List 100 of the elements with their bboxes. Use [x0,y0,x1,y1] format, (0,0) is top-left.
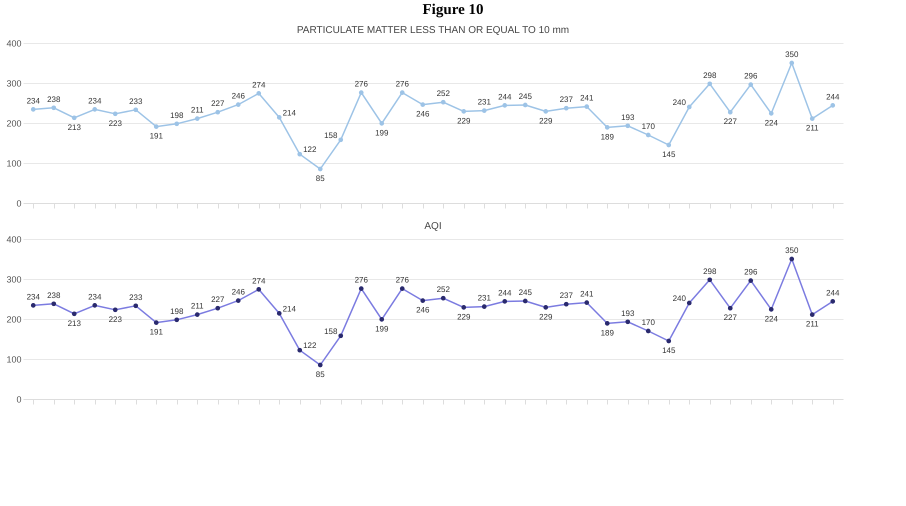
data-label: 298 [703,266,717,276]
data-label: 274 [252,276,266,286]
point [789,60,794,66]
data-label: 241 [580,94,594,103]
y-tick-label: 0 [16,394,22,404]
data-label: 198 [170,110,184,120]
point [174,121,180,126]
data-label: 244 [826,288,840,298]
data-label: 229 [457,312,471,322]
data-label: 234 [88,96,102,106]
data-label: 252 [436,89,450,98]
point [502,103,508,108]
data-label: 145 [662,150,676,159]
data-label: 193 [621,112,635,122]
data-label: 158 [324,130,338,140]
point [379,121,384,126]
point [358,90,364,95]
data-label: 237 [560,95,574,104]
data-label: 191 [150,132,164,141]
point [686,104,692,110]
data-label: 198 [170,306,184,316]
data-label: 274 [252,80,266,90]
data-label: 211 [806,320,820,329]
data-label: 193 [621,308,635,318]
data-label: 246 [416,306,430,315]
data-label: 227 [724,117,738,126]
point [215,110,220,115]
point [338,137,344,142]
y-tick-label: 200 [6,118,22,128]
data-label: 276 [354,276,368,285]
data-label: 240 [672,294,686,303]
point [625,123,630,128]
data-label: 234 [26,96,40,106]
data-label: 252 [436,285,450,294]
point [810,116,815,121]
data-label: 199 [375,324,389,334]
point [420,102,426,107]
y-tick-label: 200 [6,314,22,324]
point [297,152,302,157]
point [51,105,56,110]
data-label: 145 [662,346,676,355]
point [236,102,241,107]
data-label: 227 [211,295,225,304]
data-label: 246 [232,92,246,101]
data-label: 296 [744,268,758,277]
point [748,82,754,87]
y-tick-label: 100 [6,158,22,168]
data-label: 234 [88,292,102,302]
point [522,102,528,108]
data-label: 241 [580,290,594,299]
data-label: 170 [642,318,656,327]
data-label: 234 [26,292,40,302]
y-tick-label: 300 [6,274,22,284]
data-label: 244 [498,288,512,298]
chart-title: PARTICULATE MATTER LESS THAN OR EQUAL TO 10 mm [296,25,570,36]
data-label: 214 [282,304,296,314]
point [768,111,774,116]
point [604,125,610,130]
data-label: 229 [457,116,471,126]
point [72,115,77,120]
point [92,107,98,112]
data-label: 227 [724,313,738,322]
data-label: 245 [518,92,532,101]
data-label: 350 [785,246,799,255]
point [400,90,405,95]
point [482,108,487,113]
data-label: 238 [47,290,61,300]
point [30,107,36,112]
data-label: 189 [600,328,614,338]
data-label: 244 [826,92,840,102]
chart-title: AQI [424,221,442,232]
data-label: 224 [764,314,778,324]
data-label: 199 [375,128,389,138]
data-label: 211 [190,302,204,311]
point [194,116,200,121]
data-label: 276 [396,276,410,285]
data-label: 276 [396,80,410,89]
point [707,81,712,86]
y-tick-label: 400 [6,234,22,244]
data-label: 170 [642,122,656,131]
data-label: 237 [560,291,574,300]
data-label: 233 [129,96,143,106]
data-label: 85 [316,370,326,379]
data-label: 211 [806,124,820,133]
point [112,111,118,116]
point [256,91,262,96]
point [461,109,466,114]
data-label: 211 [190,106,204,115]
data-label: 276 [354,80,368,89]
data-label: 122 [303,341,317,350]
data-label: 245 [518,288,532,297]
data-label: 85 [316,174,326,183]
data-label: 231 [478,98,492,107]
point [584,104,590,109]
data-label: 296 [744,72,758,81]
caption: Figure 10 [422,1,484,20]
data-label: 213 [68,318,82,328]
y-tick-label: 0 [16,198,22,208]
point [543,109,548,114]
point [154,124,159,129]
